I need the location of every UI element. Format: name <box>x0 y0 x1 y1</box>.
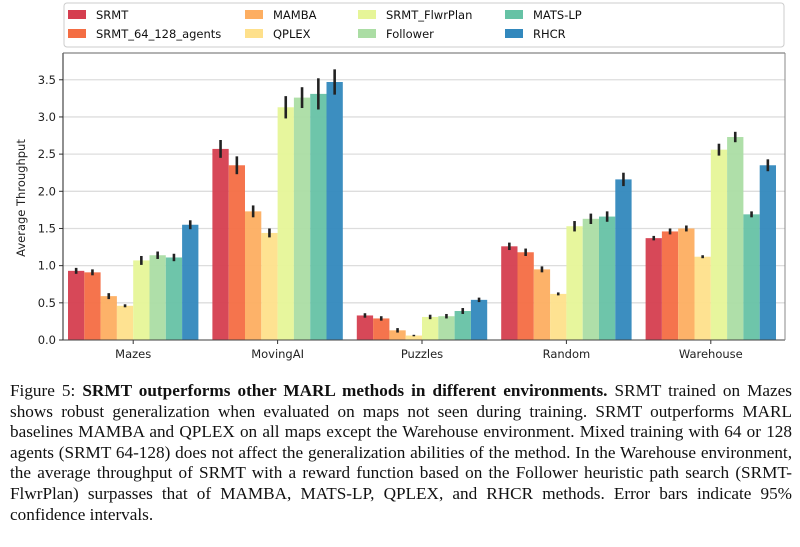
bar <box>405 335 422 340</box>
bar <box>566 226 583 340</box>
bar <box>326 81 343 340</box>
bar <box>678 228 695 340</box>
legend-swatch <box>505 10 523 19</box>
bar <box>133 260 150 340</box>
legend-label: QPLEX <box>273 27 311 41</box>
bar <box>694 256 711 340</box>
y-tick-label: 0.5 <box>38 296 56 310</box>
bar <box>550 293 567 340</box>
bar <box>501 246 518 340</box>
legend: SRMT SRMT_64_128_agents MAMBA QPLEX SRMT_Flw… <box>63 2 785 48</box>
legend-swatch <box>245 10 263 19</box>
legend-label: SRMT_64_128_agents <box>96 27 221 41</box>
legend-swatch <box>358 10 376 19</box>
bar <box>100 296 117 340</box>
bar <box>84 272 101 340</box>
caption-figure-label: Figure 5: <box>10 381 76 400</box>
chart: 0.0 0.5 1.0 1.5 2.0 2.5 3.0 3.5 Mazes MovingAI Puz… <box>14 2 786 361</box>
x-tick-label: MovingAI <box>251 347 304 361</box>
bar <box>116 305 134 340</box>
bar <box>533 269 551 340</box>
caption-body: SRMT trained on Mazes shows robust gener… <box>10 381 792 524</box>
y-tick-label: 1.0 <box>38 259 56 273</box>
bar-chart-svg: 0.0 0.5 1.0 1.5 2.0 2.5 3.0 3.5 Mazes MovingAI Puz… <box>14 2 786 361</box>
legend-label: MATS-LP <box>533 8 582 22</box>
bar <box>422 316 439 340</box>
bar <box>149 255 166 340</box>
legend-swatch <box>245 29 263 38</box>
bar <box>212 148 229 340</box>
bar <box>517 252 534 340</box>
bar <box>438 316 455 340</box>
bar <box>710 149 728 340</box>
y-axis-label: Average Throughput <box>14 139 28 257</box>
bar <box>68 270 85 340</box>
bar <box>661 231 679 340</box>
bar <box>645 238 662 340</box>
bars <box>68 69 776 341</box>
x-tick-label: Warehouse <box>679 347 743 361</box>
bar <box>277 107 294 341</box>
bar <box>727 137 744 340</box>
figure-caption: Figure 5: SRMT outperforms other MARL me… <box>10 381 792 525</box>
legend-label: RHCR <box>533 27 566 41</box>
legend-swatch <box>505 29 523 38</box>
bar <box>182 224 199 340</box>
bar <box>389 330 406 340</box>
bar <box>454 311 471 340</box>
bar <box>261 232 278 340</box>
x-tick-label: Random <box>543 347 591 361</box>
bar <box>356 315 374 340</box>
y-tick-label: 2.0 <box>38 184 56 198</box>
y-tick-label: 3.5 <box>38 73 56 87</box>
bar <box>582 218 599 340</box>
axes: 0.0 0.5 1.0 1.5 2.0 2.5 3.0 3.5 Mazes MovingAI Puz… <box>38 52 786 361</box>
x-tick-label: Puzzles <box>401 347 443 361</box>
legend-swatch <box>68 10 86 19</box>
legend-label: MAMBA <box>273 8 317 22</box>
y-tick-label: 0.0 <box>38 333 56 347</box>
bar <box>293 97 311 341</box>
y-tick-label: 3.0 <box>38 110 56 124</box>
legend-label: SRMT_FlwrPlan <box>386 8 472 22</box>
bar <box>759 165 776 340</box>
bar <box>615 179 632 340</box>
y-tick-label: 1.5 <box>38 221 56 235</box>
legend-swatch <box>68 29 86 38</box>
legend-label: SRMT <box>96 8 129 22</box>
caption-bold-title: SRMT outperforms other MARL methods in d… <box>82 381 608 400</box>
bar <box>228 165 245 340</box>
bar <box>165 257 183 340</box>
bar <box>373 318 390 340</box>
x-tick-label: Mazes <box>115 347 151 361</box>
bar <box>310 93 327 340</box>
legend-box <box>63 2 785 48</box>
bar <box>470 299 488 340</box>
legend-swatch <box>358 29 376 38</box>
bar <box>743 214 760 340</box>
bar <box>245 211 262 340</box>
y-tick-label: 2.5 <box>38 147 56 161</box>
bar <box>599 216 616 340</box>
legend-label: Follower <box>386 27 434 41</box>
